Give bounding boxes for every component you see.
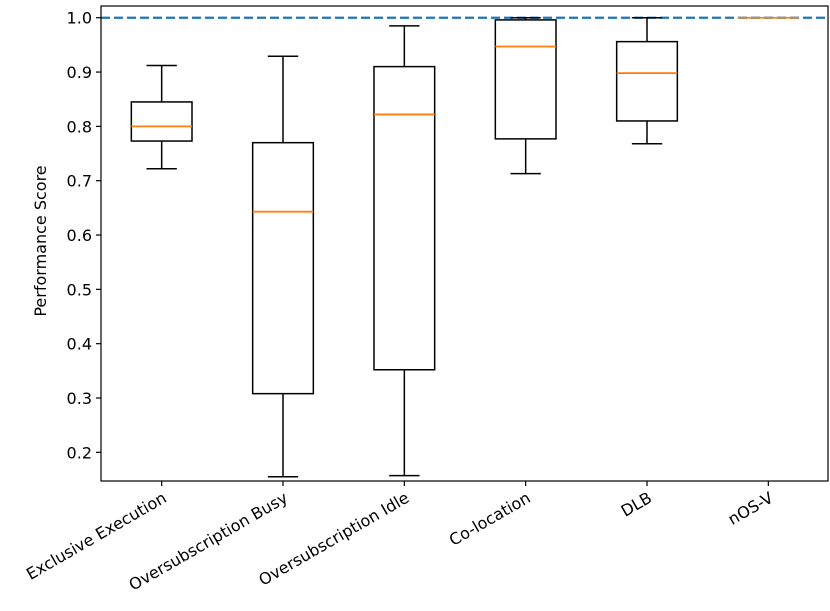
y-tick-label: 0.5	[67, 280, 92, 299]
y-tick-label: 1.0	[67, 9, 92, 28]
box-2	[251, 55, 315, 478]
box-3	[373, 25, 436, 477]
plot-frame	[100, 5, 829, 482]
y-tick-label: 0.4	[67, 335, 92, 354]
iqr-box	[494, 19, 557, 140]
y-tick-label: 0.3	[67, 389, 92, 408]
box-4	[494, 16, 557, 175]
iqr-box	[251, 141, 315, 395]
x-tick-label: Co-location	[446, 488, 534, 550]
x-tick-label: nOS-V	[725, 488, 777, 529]
y-axis-label: Performance Score	[31, 165, 50, 316]
iqr-box	[130, 101, 193, 142]
y-tick-label: 0.9	[67, 63, 92, 82]
iqr-box	[615, 40, 679, 122]
x-tick-label: DLB	[618, 488, 655, 521]
y-tick-label: 0.7	[67, 172, 92, 191]
box-1	[130, 64, 193, 170]
iqr-box	[373, 65, 436, 371]
boxes-layer	[130, 16, 799, 478]
y-tick-label: 0.6	[67, 226, 92, 245]
box-5	[615, 16, 679, 145]
y-tick-label: 0.8	[67, 117, 92, 136]
y-tick-label: 0.2	[67, 443, 92, 462]
